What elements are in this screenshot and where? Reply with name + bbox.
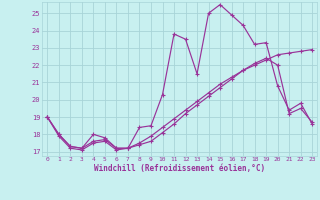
X-axis label: Windchill (Refroidissement éolien,°C): Windchill (Refroidissement éolien,°C) [94,164,265,173]
